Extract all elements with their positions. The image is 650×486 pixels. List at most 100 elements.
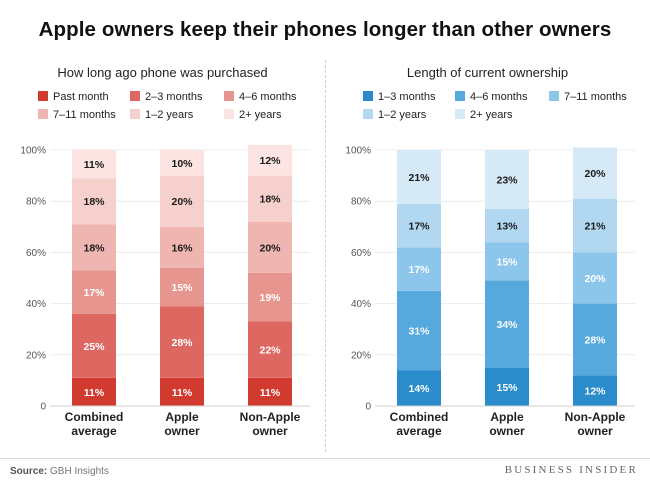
y-tick-label: 80% [351, 197, 371, 208]
bar-segment [160, 175, 204, 227]
data-label: 34% [496, 319, 518, 331]
bar-segment [160, 377, 204, 406]
legend-label: 1–2 years [378, 109, 427, 121]
bar-segment [397, 247, 441, 291]
bar-segment [160, 306, 204, 378]
bar-segment [248, 321, 292, 378]
y-tick-label: 20% [351, 350, 371, 361]
y-tick-label: 100% [20, 146, 46, 157]
bar-segment [160, 226, 204, 268]
bar-segment [248, 221, 292, 273]
bar-segment [160, 267, 204, 307]
bar-segment [573, 375, 617, 406]
legend-label: 2–3 months [145, 91, 203, 103]
chart-purchase-timing: How long ago phone was purchased Past mon… [20, 65, 310, 438]
legend-swatch [455, 91, 465, 101]
bar-segment [72, 377, 116, 406]
data-label: 20% [584, 168, 606, 180]
x-category-label: average [71, 424, 117, 438]
bar-segment [573, 303, 617, 376]
x-category-label: owner [252, 424, 288, 438]
legend-swatch [363, 91, 373, 101]
bar-segment [485, 280, 529, 368]
legend-swatch [224, 109, 234, 119]
y-tick-label: 60% [351, 248, 371, 259]
data-label: 31% [408, 325, 430, 337]
data-label: 11% [260, 387, 281, 399]
bar-segment [248, 377, 292, 406]
bar-segment [485, 150, 529, 209]
legend-label: 1–2 years [145, 109, 194, 121]
y-tick-label: 0 [40, 402, 46, 413]
x-category-label: Apple [490, 410, 524, 424]
legend-swatch [549, 91, 559, 101]
x-category-label: Combined [65, 410, 124, 424]
bar-segment [72, 178, 116, 225]
data-label: 28% [584, 334, 606, 346]
x-category-label: owner [164, 424, 200, 438]
x-category-label: Combined [390, 410, 449, 424]
data-label: 20% [259, 242, 281, 254]
y-tick-label: 40% [351, 299, 371, 310]
bar-segment [573, 252, 617, 304]
y-tick-label: 80% [26, 197, 46, 208]
legend-label: 4–6 months [239, 91, 297, 103]
data-label: 18% [259, 194, 281, 206]
data-label: 15% [496, 382, 518, 394]
y-tick-label: 40% [26, 299, 46, 310]
page-title: Apple owners keep their phones longer th… [38, 18, 612, 41]
bar-segment [485, 208, 529, 243]
bar-segment [248, 144, 292, 176]
legend-label: 4–6 months [470, 91, 528, 103]
data-label: 19% [259, 292, 281, 304]
bar-segment [72, 270, 116, 314]
legend-label: 2+ years [470, 109, 513, 121]
data-label: 15% [171, 282, 193, 294]
data-label: 22% [259, 345, 281, 357]
x-category-label: Non-Apple [240, 410, 301, 424]
legend-label: 7–11 months [53, 109, 116, 121]
x-category-label: Apple [165, 410, 199, 424]
brand-logo: BUSINESS INSIDER [504, 464, 638, 476]
data-label: 21% [408, 172, 430, 184]
data-label: 14% [408, 383, 430, 395]
bar-segment [573, 147, 617, 199]
data-label: 17% [83, 287, 105, 299]
x-category-label: average [396, 424, 442, 438]
data-label: 21% [584, 221, 606, 233]
bar-segment [72, 150, 116, 179]
legend-label: 1–3 months [378, 91, 436, 103]
bar-segment [397, 203, 441, 248]
legend-swatch [38, 109, 48, 119]
y-tick-label: 60% [26, 248, 46, 259]
data-label: 18% [83, 242, 105, 254]
legend-swatch [38, 91, 48, 101]
bar-segment [160, 150, 204, 176]
x-category-label: owner [489, 424, 525, 438]
bar-segment [485, 367, 529, 406]
bar-segment [397, 150, 441, 204]
data-label: 12% [259, 155, 281, 167]
source-note: Source: GBH Insights [10, 466, 109, 477]
legend-label: 7–11 months [564, 91, 627, 103]
bar-segment [248, 175, 292, 222]
bar-segment [72, 313, 116, 378]
y-tick-label: 20% [26, 350, 46, 361]
bar-segment [72, 224, 116, 271]
data-label: 20% [584, 273, 606, 285]
data-label: 25% [83, 341, 105, 353]
data-label: 16% [171, 242, 193, 254]
legend-swatch [130, 109, 140, 119]
bar-segment [248, 272, 292, 322]
legend-label: Past month [53, 91, 109, 103]
data-label: 18% [83, 196, 105, 208]
data-label: 13% [496, 221, 518, 233]
legend-label: 2+ years [239, 109, 282, 121]
ownership-chart-title: Length of current ownership [407, 65, 568, 80]
x-category-label: owner [577, 424, 613, 438]
data-label: 17% [408, 264, 430, 276]
footer-rule [0, 458, 650, 459]
data-label: 15% [496, 256, 518, 268]
bar-segment [485, 242, 529, 281]
bar-segment [397, 290, 441, 371]
